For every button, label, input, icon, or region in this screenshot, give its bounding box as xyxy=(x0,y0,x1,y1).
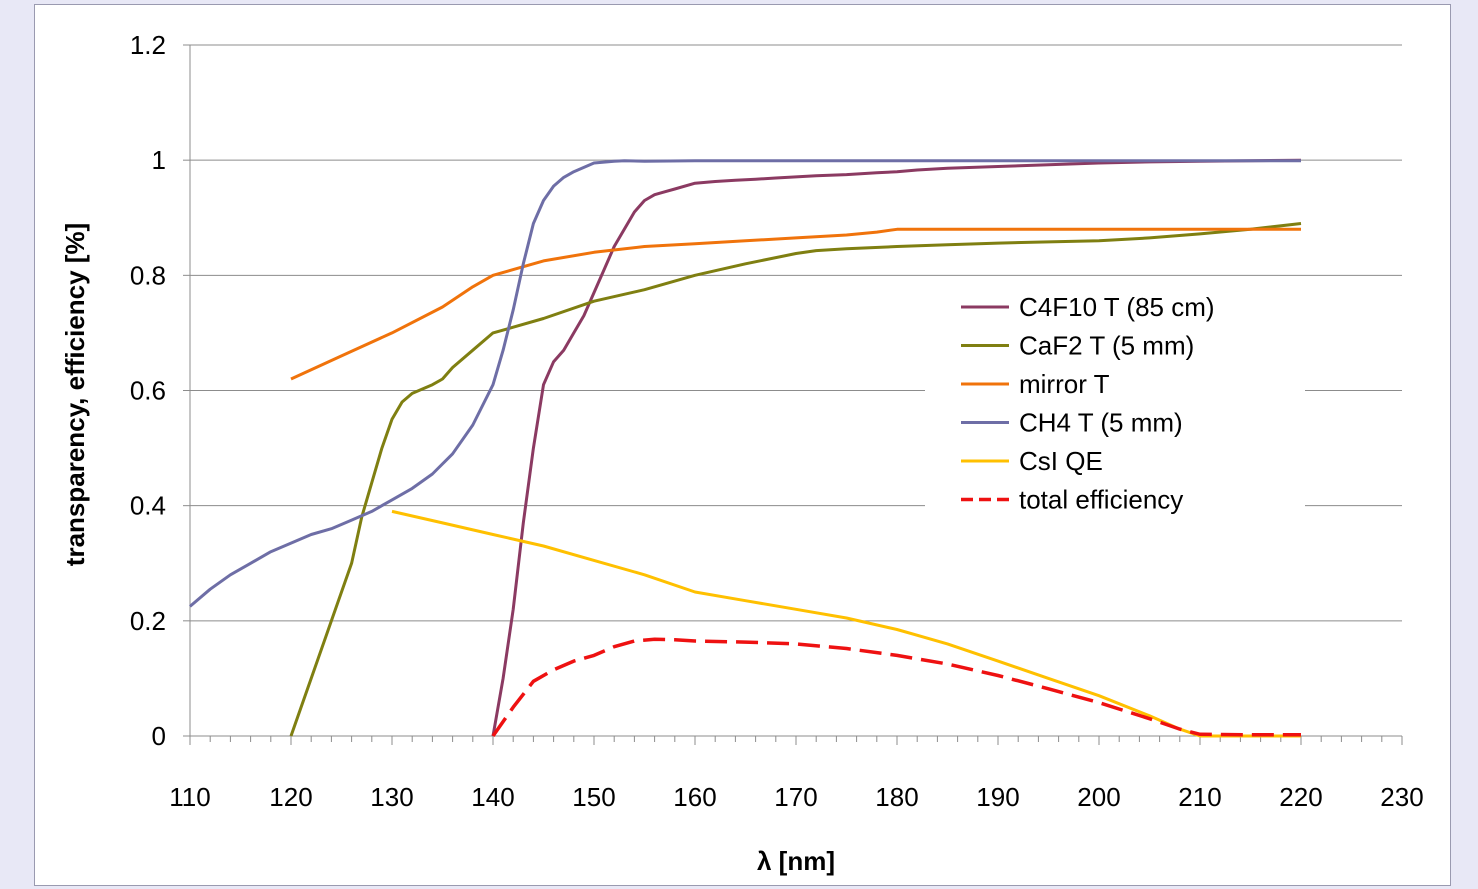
series-lines xyxy=(189,158,1302,738)
axes: 0 0.2 0.4 0.6 0.8 1 1.2 110 120 130 140 150 160 170 18… xyxy=(130,30,1424,812)
y-tick-label: 1.2 xyxy=(130,30,166,60)
x-tick-label: 160 xyxy=(673,782,716,812)
x-tick-label: 110 xyxy=(169,782,210,812)
x-tick-label: 180 xyxy=(875,782,918,812)
legend-box xyxy=(925,285,1305,528)
legend-label: CH4 T (5 mm) xyxy=(1019,408,1183,438)
series-line-ch4-t-5-mm xyxy=(189,159,1301,608)
y-tick-label: 1 xyxy=(152,145,166,175)
legend-label: CaF2 T (5 mm) xyxy=(1019,331,1194,361)
x-tick-label: 230 xyxy=(1380,782,1423,812)
x-tick-label: 210 xyxy=(1178,782,1221,812)
series-line-csi-qe xyxy=(391,509,1301,738)
x-tick-label: 120 xyxy=(269,782,312,812)
chart-frame: 0 0.2 0.4 0.6 0.8 1 1.2 110 120 130 140 150 160 170 18… xyxy=(34,4,1451,886)
series-line-c4f10-t-85-cm xyxy=(491,158,1302,737)
y-tick-label: 0.8 xyxy=(130,260,166,290)
legend-label: total efficiency xyxy=(1019,485,1183,515)
legend-label: CsI QE xyxy=(1019,446,1103,476)
legend: C4F10 T (85 cm) CaF2 T (5 mm) mirror T CH4 … xyxy=(925,285,1305,528)
y-tick-label: 0 xyxy=(152,721,166,751)
y-tick-label: 0.6 xyxy=(130,376,166,406)
x-tick-label: 150 xyxy=(572,782,615,812)
x-tick-label: 170 xyxy=(774,782,817,812)
x-tick-label: 220 xyxy=(1279,782,1322,812)
y-axis-title: transparency, efficiency [%] xyxy=(60,223,90,566)
chart-svg: 0 0.2 0.4 0.6 0.8 1 1.2 110 120 130 140 150 160 170 18… xyxy=(60,30,1424,876)
series-line-mirror-t xyxy=(290,227,1301,381)
legend-label: C4F10 T (85 cm) xyxy=(1019,292,1215,322)
y-tick-label: 0.4 xyxy=(130,491,166,521)
series-line-total-efficiency xyxy=(491,637,1301,738)
x-tick-label: 130 xyxy=(370,782,413,812)
x-tick-label: 190 xyxy=(976,782,1019,812)
y-tick-label: 0.2 xyxy=(130,606,166,636)
series-line-caf2-t-5-mm xyxy=(289,222,1302,737)
legend-label: mirror T xyxy=(1019,369,1110,399)
x-axis-title: λ [nm] xyxy=(757,846,835,876)
x-tick-label: 200 xyxy=(1077,782,1120,812)
x-tick-label: 140 xyxy=(471,782,514,812)
